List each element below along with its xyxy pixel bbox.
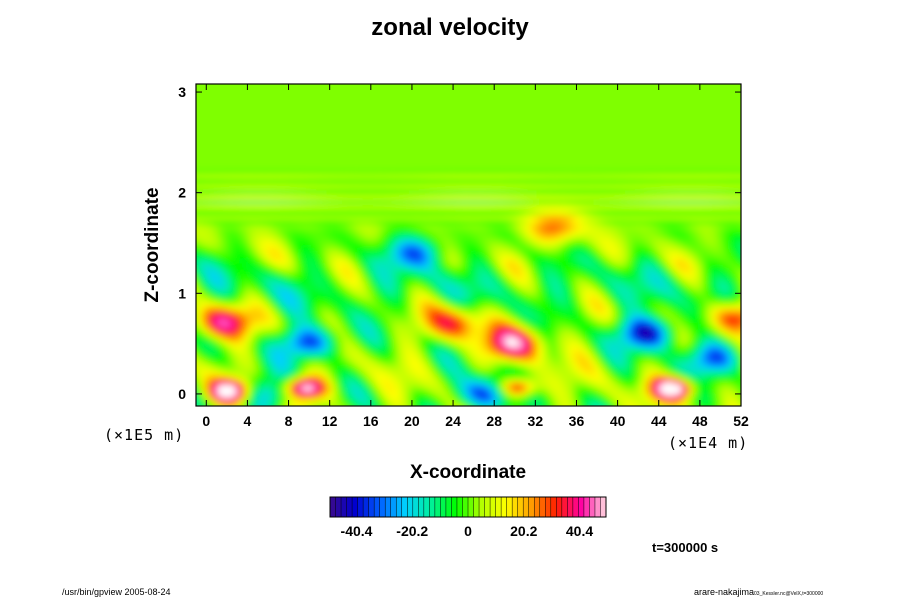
- colorbar-bin: [528, 497, 535, 517]
- footer-right: arare-nakajima03_Kessler.nc@VelX,t=30000…: [694, 587, 823, 597]
- colorbar-bin: [545, 497, 552, 517]
- colorbar-bin: [473, 497, 480, 517]
- colorbar-bin: [462, 497, 469, 517]
- x-tick-label: 32: [528, 413, 544, 429]
- x-tick-label: 36: [569, 413, 585, 429]
- x-tick-label: 12: [322, 413, 338, 429]
- x-tick-label: 48: [692, 413, 708, 429]
- colorbar-bin: [412, 497, 419, 517]
- colorbar-bin: [390, 497, 397, 517]
- colorbar-bin: [434, 497, 441, 517]
- x-tick-label: 52: [733, 413, 749, 429]
- colorbar-bin: [534, 497, 541, 517]
- x-tick-label: 0: [202, 413, 210, 429]
- y-tick-label: 0: [178, 386, 186, 402]
- colorbar-bin: [583, 497, 590, 517]
- footer-file: 03_Kessler.nc@VelX,t=300000: [754, 591, 824, 597]
- y-axis-label: Z-coordinate: [142, 187, 163, 302]
- colorbar-bin: [440, 497, 447, 517]
- plot-frame: [195, 83, 742, 407]
- colorbar-bin: [357, 497, 364, 517]
- colorbar-bin: [374, 497, 380, 517]
- x-tick-label: 16: [363, 413, 379, 429]
- colorbar-bin: [330, 497, 336, 517]
- colorbar-tick-label: 40.4: [566, 523, 593, 539]
- colorbar-bin: [335, 497, 342, 517]
- y-scale-label: (×1E5 m): [104, 426, 185, 444]
- colorbar-bin: [418, 497, 425, 517]
- x-tick-label: 40: [610, 413, 626, 429]
- colorbar-bin: [517, 497, 524, 517]
- colorbar-bin: [567, 497, 574, 517]
- colorbar-bin: [589, 497, 596, 517]
- colorbar-tick-label: -20.2: [396, 523, 428, 539]
- colorbar-bin: [407, 497, 414, 517]
- y-tick-label: 2: [178, 185, 186, 201]
- colorbar-bin: [550, 497, 557, 517]
- colorbar-bin: [506, 497, 513, 517]
- colorbar-tick-label: 0: [464, 523, 472, 539]
- colorbar-bin: [346, 497, 353, 517]
- colorbar-bin: [445, 497, 452, 517]
- y-tick-label: 1: [178, 285, 186, 301]
- colorbar-bin: [451, 497, 458, 517]
- colorbar-bin: [484, 497, 491, 517]
- footer-left: /usr/bin/gpview 2005-08-24: [62, 587, 171, 597]
- colorbar-tick-label: -40.4: [341, 523, 373, 539]
- colorbar-bin: [556, 497, 563, 517]
- y-tick-label: 3: [178, 84, 186, 100]
- x-tick-label: 8: [285, 413, 293, 429]
- colorbar-bin: [385, 497, 392, 517]
- colorbar-bin: [479, 497, 485, 517]
- x-tick-label: 4: [244, 413, 252, 429]
- colorbar-bin: [352, 497, 358, 517]
- colorbar-bin: [379, 497, 386, 517]
- colorbar-bin: [539, 497, 546, 517]
- y-axis: 0 1 2 3: [178, 84, 741, 402]
- colorbar-bin: [429, 497, 436, 517]
- colorbar-bin: [578, 497, 585, 517]
- colorbar-bin: [600, 497, 607, 517]
- colorbar-bin: [523, 497, 530, 517]
- x-tick-label: 44: [651, 413, 667, 429]
- colorbar-frame: [329, 496, 607, 518]
- colorbar-bin: [396, 497, 403, 517]
- x-tick-label: 24: [445, 413, 461, 429]
- velocity-field: [196, 84, 741, 406]
- colorbar-bin: [572, 497, 579, 517]
- x-scale-label: (×1E4 m): [668, 434, 749, 452]
- colorbar-bin: [561, 497, 568, 517]
- x-axis-label: X-coordinate: [410, 462, 526, 483]
- colorbar-bin: [468, 497, 474, 517]
- x-axis: 0 4 8 12 16 20 24 28 32 36 40 44 48 52: [202, 84, 749, 429]
- colorbar-bin: [363, 497, 369, 517]
- colorbar-bin: [512, 497, 518, 517]
- x-tick-label: 20: [404, 413, 420, 429]
- colorbar-bin: [401, 497, 408, 517]
- colorbar-bin: [490, 497, 496, 517]
- colorbar-tick-label: 20.2: [510, 523, 537, 539]
- time-label: t=300000 s: [652, 540, 719, 555]
- colorbar-bin: [594, 497, 601, 517]
- x-tick-label: 28: [486, 413, 502, 429]
- colorbar-bin: [423, 497, 430, 517]
- colorbar-bin: [341, 497, 347, 517]
- colorbar-bin: [495, 497, 502, 517]
- colorbar: -40.4 -20.2 0 20.2 40.4: [329, 496, 607, 539]
- footer-author: arare-nakajima: [694, 587, 755, 597]
- colorbar-bin: [368, 497, 375, 517]
- colorbar-bin: [501, 497, 507, 517]
- colorbar-bin: [456, 497, 463, 517]
- chart-title: zonal velocity: [371, 14, 529, 41]
